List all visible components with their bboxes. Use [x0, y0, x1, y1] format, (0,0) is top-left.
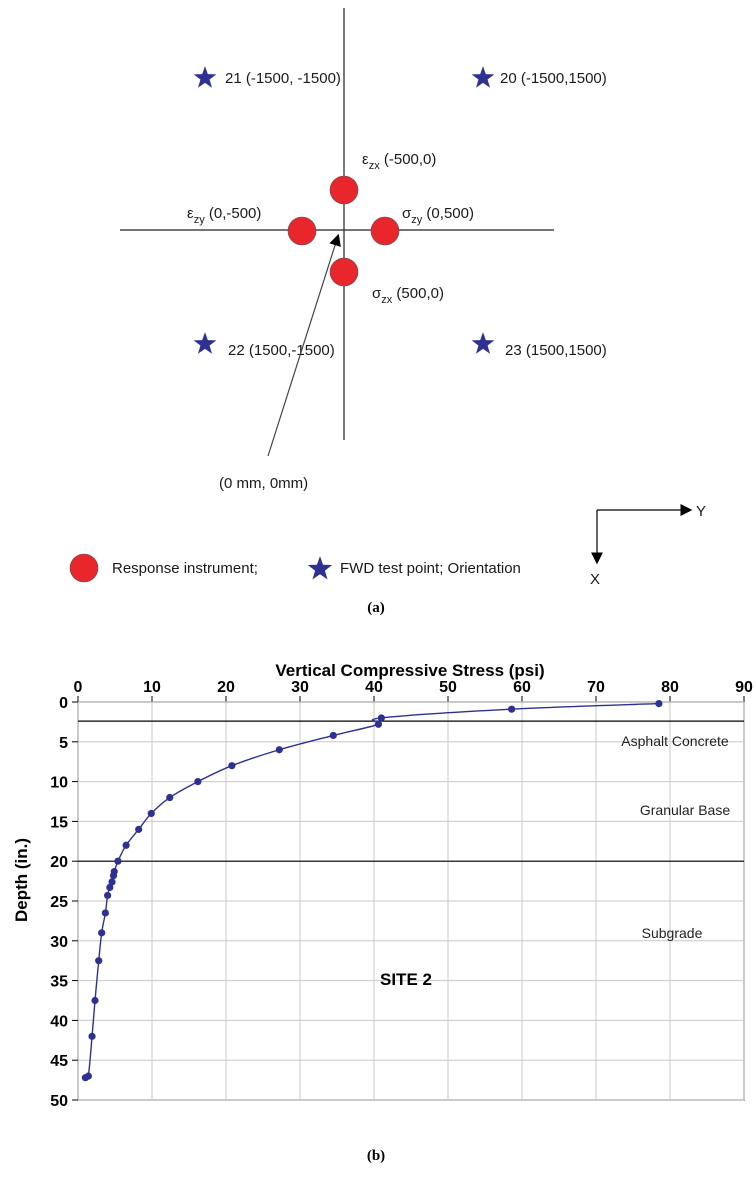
fwd-star-icon: [471, 332, 495, 354]
fwd-point-label-22: 22 (1500,-1500): [228, 342, 335, 359]
y-tick-label: 25: [50, 894, 68, 911]
x-tick-label: 50: [439, 679, 457, 696]
data-point: [106, 883, 114, 892]
orientation-y-label: Y: [696, 503, 706, 520]
fwd-point-label-20: 20 (-1500,1500): [500, 70, 607, 87]
instrument-circle-szx: [329, 257, 359, 287]
y-tick-labels: 0 5 10 15 20 25 30 35 40 45 50: [50, 695, 68, 1110]
data-point: [135, 825, 143, 833]
instrument-label-szx: σzx (500,0): [372, 285, 444, 306]
data-point: [122, 841, 130, 849]
data-point: [508, 705, 516, 713]
legend-star-icon: [307, 556, 333, 580]
instrument-label-szy: σzy (0,500): [402, 205, 474, 226]
y-tick-label: 0: [59, 695, 68, 712]
data-point: [101, 909, 109, 917]
y-tick-label: 35: [50, 974, 68, 991]
layer-label-asphalt: Asphalt Concrete: [621, 733, 729, 749]
caption-a: (a): [367, 600, 385, 616]
data-point: [275, 746, 283, 754]
x-tick-label: 40: [365, 679, 383, 696]
instrument-circle-ezy: [287, 216, 317, 246]
y-tick-label: 20: [50, 854, 68, 871]
layer-label-subgrade: Subgrade: [642, 925, 703, 941]
y-tick-label: 45: [50, 1053, 68, 1070]
data-point: [108, 878, 116, 886]
y-tick-label: 5: [59, 735, 68, 752]
y-tick-label: 10: [50, 775, 68, 792]
origin-arrow: [267, 233, 341, 457]
chart-title: Vertical Compressive Stress (psi): [275, 661, 544, 680]
data-point: [377, 714, 385, 722]
data-point: [166, 793, 174, 802]
instrument-circle-szy: [370, 216, 400, 246]
x-tick-label: 0: [74, 679, 83, 696]
data-point: [147, 809, 155, 818]
x-tick-label: 30: [291, 679, 309, 696]
legend-fwd-text: FWD test point; Orientation: [340, 560, 521, 577]
instrument-label-ezx: εzx (-500,0): [362, 151, 436, 172]
x-tick-label: 90: [735, 679, 753, 696]
y-tick-label: 30: [50, 934, 68, 951]
data-point: [374, 720, 383, 728]
x-tick-label: 10: [143, 679, 161, 696]
data-point: [114, 857, 122, 865]
data-point: [98, 929, 106, 937]
layer-boundaries: [78, 720, 744, 862]
data-point: [655, 699, 663, 708]
x-tick-label: 70: [587, 679, 605, 696]
fwd-star-icon: [193, 332, 217, 354]
fwd-star-icon: [193, 66, 217, 88]
origin-label: (0 mm, 0mm): [219, 475, 308, 492]
layer-label-base: Granular Base: [640, 802, 730, 818]
legend-instrument-circle: [69, 553, 99, 583]
panel-a-layout: 21 (-1500, -1500) 20 (-1500,1500) 22 (15…: [69, 8, 706, 616]
data-point: [329, 731, 337, 740]
site-annotation: SITE 2: [380, 970, 432, 989]
data-point: [81, 1074, 89, 1082]
data-point: [104, 891, 112, 900]
y-tick-label: 15: [50, 814, 68, 831]
data-point: [194, 778, 202, 786]
legend-instrument-text: Response instrument;: [112, 560, 258, 577]
orientation-x-label: X: [590, 571, 600, 588]
caption-b: (b): [367, 1148, 385, 1164]
y-tick-label: 50: [50, 1093, 68, 1110]
data-point: [91, 996, 99, 1005]
y-axis-label: Depth (in.): [12, 838, 31, 922]
x-tick-label: 20: [217, 679, 235, 696]
data-point: [109, 871, 118, 880]
series-line: [84, 702, 659, 1081]
chart-grid: [72, 696, 745, 1101]
instrument-circle-ezx: [329, 175, 359, 205]
x-tick-label: 80: [661, 679, 679, 696]
x-tick-labels: 0 10 20 30 40 50 60 70 80 90: [74, 679, 753, 696]
data-point: [88, 1032, 96, 1040]
data-point: [95, 957, 103, 965]
fwd-star-icon: [471, 66, 495, 88]
stress-series: [81, 699, 663, 1082]
data-point: [228, 762, 236, 770]
stress-depth-chart: Vertical Compressive Stress (psi) Depth …: [12, 661, 753, 1110]
fwd-point-label-21: 21 (-1500, -1500): [225, 70, 341, 87]
fwd-point-label-23: 23 (1500,1500): [505, 342, 607, 359]
y-tick-label: 40: [50, 1013, 68, 1030]
instrument-label-ezy: εzy (0,-500): [187, 205, 261, 226]
x-tick-label: 60: [513, 679, 531, 696]
